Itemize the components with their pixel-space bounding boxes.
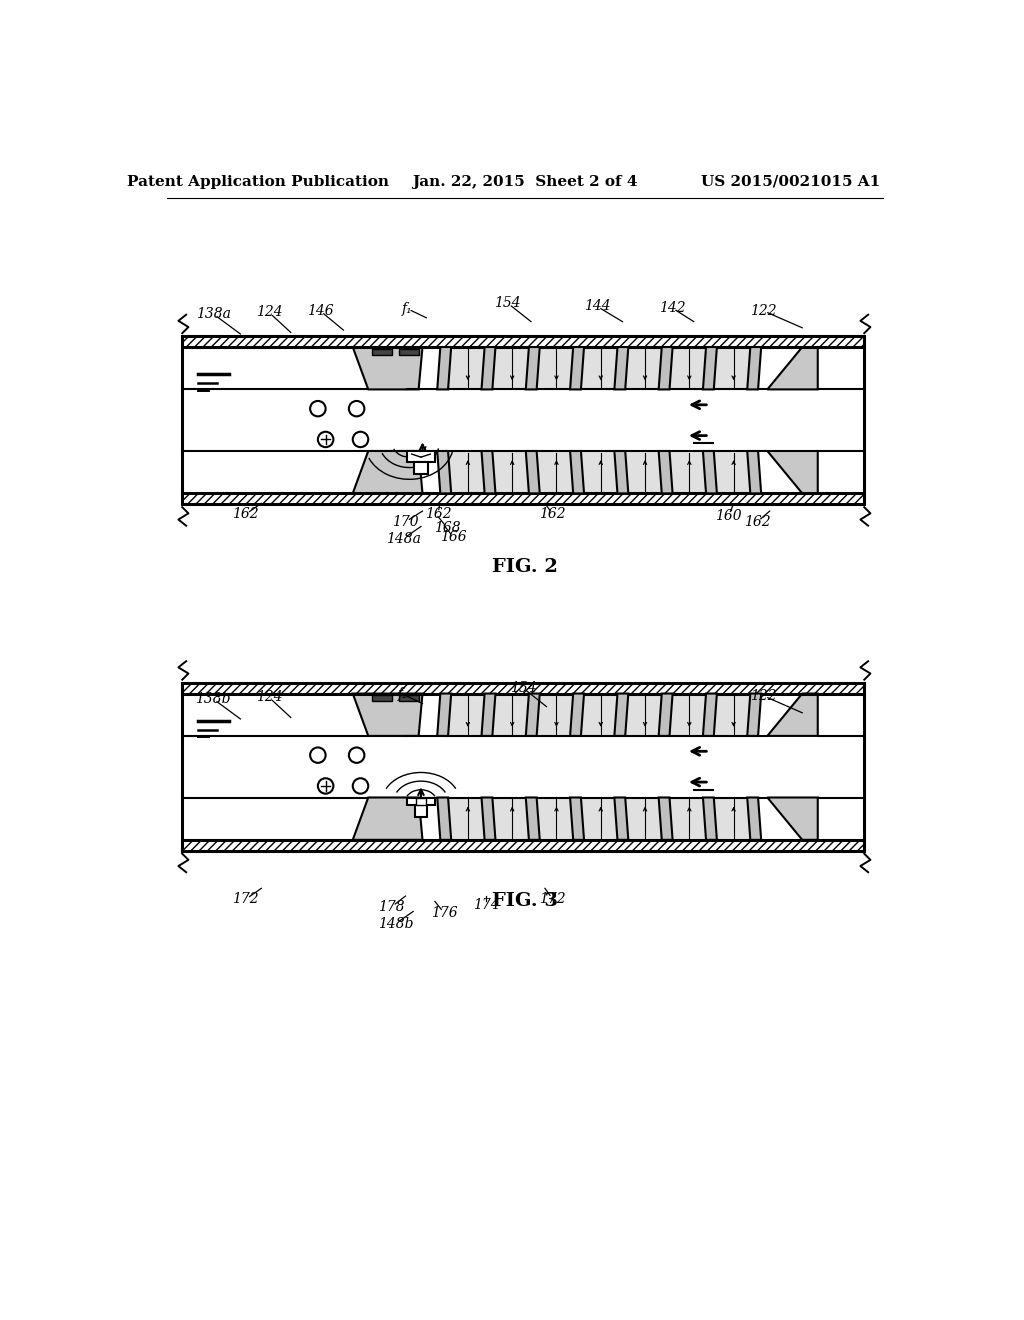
Circle shape	[310, 401, 326, 416]
Bar	[372, 348, 391, 355]
Polygon shape	[570, 347, 584, 389]
Polygon shape	[481, 797, 496, 840]
Polygon shape	[437, 451, 452, 494]
Circle shape	[310, 747, 326, 763]
Polygon shape	[614, 797, 629, 840]
Polygon shape	[748, 797, 761, 840]
Bar	[399, 348, 419, 355]
Polygon shape	[702, 451, 717, 494]
Polygon shape	[614, 693, 629, 737]
Text: 168: 168	[434, 521, 461, 535]
Polygon shape	[352, 451, 423, 494]
Text: 162: 162	[540, 507, 566, 521]
Polygon shape	[702, 347, 717, 389]
Bar	[182, 337, 864, 347]
Polygon shape	[614, 347, 629, 389]
Polygon shape	[525, 693, 540, 737]
Circle shape	[317, 432, 334, 447]
Bar	[182, 494, 864, 504]
Text: Jan. 22, 2015  Sheet 2 of 4: Jan. 22, 2015 Sheet 2 of 4	[412, 174, 638, 189]
Bar	[407, 451, 435, 462]
Polygon shape	[767, 797, 818, 840]
Polygon shape	[658, 347, 673, 389]
Polygon shape	[767, 451, 818, 494]
Text: 162: 162	[232, 507, 259, 521]
Polygon shape	[702, 797, 717, 840]
Bar	[372, 696, 391, 701]
Polygon shape	[525, 347, 540, 389]
Polygon shape	[570, 693, 584, 737]
Bar	[399, 696, 419, 701]
Text: 174: 174	[473, 899, 500, 912]
Text: Patent Application Publication: Patent Application Publication	[127, 174, 389, 189]
Text: 170: 170	[392, 515, 419, 529]
Polygon shape	[570, 797, 584, 840]
Text: f₁: f₁	[401, 301, 413, 315]
Polygon shape	[570, 451, 584, 494]
Polygon shape	[658, 693, 673, 737]
Polygon shape	[352, 693, 423, 737]
Polygon shape	[481, 693, 496, 737]
Text: 146: 146	[307, 304, 334, 318]
Polygon shape	[748, 693, 761, 737]
Polygon shape	[748, 451, 761, 494]
Text: 176: 176	[431, 906, 458, 920]
Text: 178: 178	[378, 900, 404, 913]
Polygon shape	[352, 347, 423, 389]
Polygon shape	[437, 693, 452, 737]
Bar	[415, 805, 427, 817]
Circle shape	[349, 747, 365, 763]
Text: 122: 122	[751, 304, 777, 318]
Text: 154: 154	[510, 681, 537, 696]
Text: US 2015/0021015 A1: US 2015/0021015 A1	[701, 174, 881, 189]
Text: f₂: f₂	[397, 688, 409, 701]
Bar	[416, 797, 426, 805]
Text: 122: 122	[751, 689, 777, 702]
Circle shape	[352, 779, 369, 793]
Polygon shape	[525, 797, 540, 840]
Polygon shape	[748, 347, 761, 389]
Text: 162: 162	[744, 515, 771, 529]
Text: 160: 160	[716, 508, 742, 523]
Polygon shape	[658, 797, 673, 840]
Text: 144: 144	[584, 300, 610, 313]
Polygon shape	[352, 797, 423, 840]
Text: 138a: 138a	[196, 308, 230, 321]
Text: 154: 154	[495, 296, 521, 310]
Text: 172: 172	[540, 892, 566, 906]
Text: 162: 162	[425, 507, 452, 521]
Text: 148a: 148a	[386, 532, 421, 545]
Polygon shape	[481, 347, 496, 389]
Text: 138b: 138b	[196, 692, 231, 706]
Text: 124: 124	[256, 305, 283, 319]
Text: 172: 172	[232, 892, 259, 906]
Text: FIG. 2: FIG. 2	[492, 557, 558, 576]
Text: 166: 166	[440, 531, 467, 544]
Text: 142: 142	[658, 301, 685, 314]
Polygon shape	[702, 693, 717, 737]
Bar	[182, 840, 864, 850]
Text: FIG. 3: FIG. 3	[492, 892, 558, 911]
Bar	[182, 682, 864, 693]
Polygon shape	[767, 693, 818, 737]
Circle shape	[349, 401, 365, 416]
Polygon shape	[614, 451, 629, 494]
Text: 124: 124	[256, 690, 283, 705]
Bar	[414, 462, 428, 474]
Polygon shape	[481, 451, 496, 494]
Text: 148b: 148b	[378, 917, 413, 931]
Polygon shape	[767, 347, 818, 389]
Polygon shape	[437, 347, 452, 389]
Bar	[407, 797, 435, 805]
Polygon shape	[525, 451, 540, 494]
Circle shape	[317, 779, 334, 793]
Polygon shape	[437, 797, 452, 840]
Circle shape	[352, 432, 369, 447]
Polygon shape	[658, 451, 673, 494]
